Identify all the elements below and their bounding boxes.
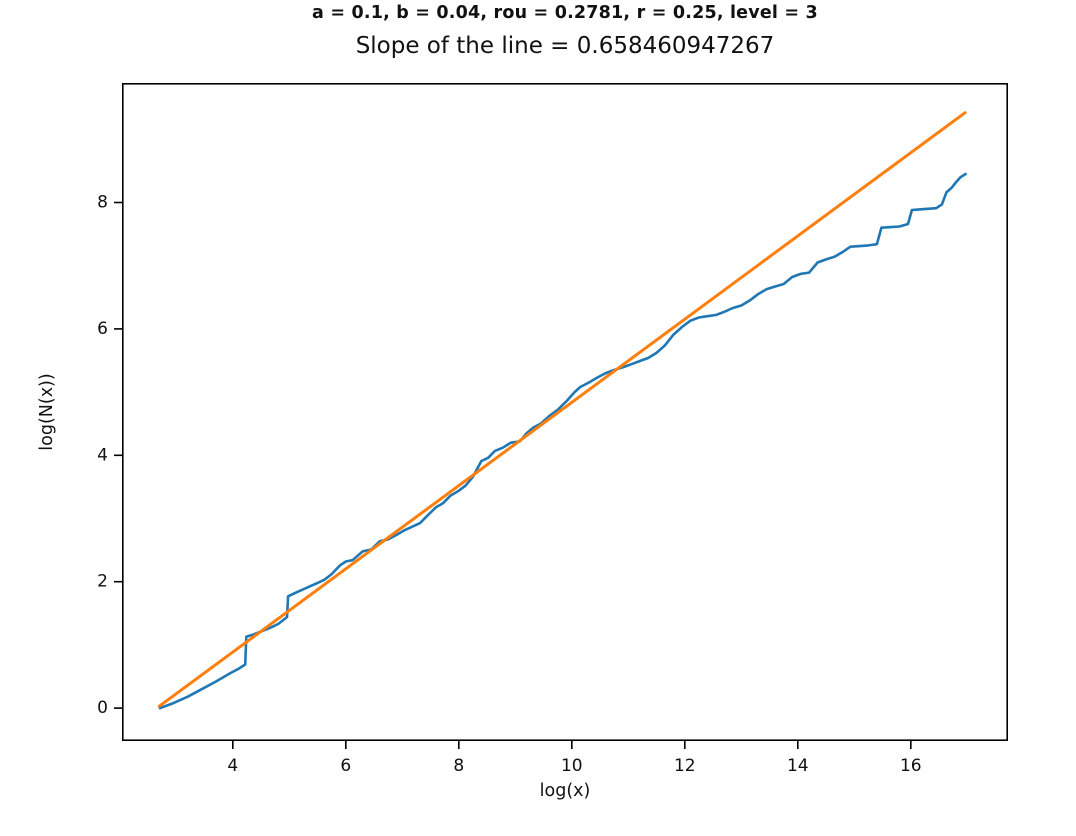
y-axis-tick-label: 0 xyxy=(97,698,108,718)
figure-suptitle: a = 0.1, b = 0.04, rou = 0.2781, r = 0.2… xyxy=(312,3,818,23)
x-axis-tick-label: 10 xyxy=(561,756,583,776)
fitted-line xyxy=(157,111,967,708)
x-axis-tick-label: 16 xyxy=(900,756,922,776)
x-axis-label: log(x) xyxy=(539,781,591,801)
axes-title: Slope of the line = 0.658460947267 xyxy=(355,33,775,59)
x-axis-tick-label: 4 xyxy=(227,756,238,776)
y-axis-tick-label: 8 xyxy=(97,193,108,213)
y-axis-tick-label: 4 xyxy=(97,445,108,465)
x-axis-tick-label: 8 xyxy=(453,756,464,776)
y-axis-label: log(N(x)) xyxy=(37,373,57,451)
x-axis-tick-label: 12 xyxy=(674,756,696,776)
y-axis-tick-label: 6 xyxy=(97,319,108,339)
plot-area: 4 6 8 10 12 14 16 0 2 4 6 8 xyxy=(97,83,1009,776)
x-axis-tick-label: 6 xyxy=(340,756,351,776)
plot-frame xyxy=(122,83,1009,742)
x-axis-tick-label: 14 xyxy=(787,756,809,776)
y-axis-tick-label: 2 xyxy=(97,572,108,592)
data-step-line xyxy=(158,172,967,710)
